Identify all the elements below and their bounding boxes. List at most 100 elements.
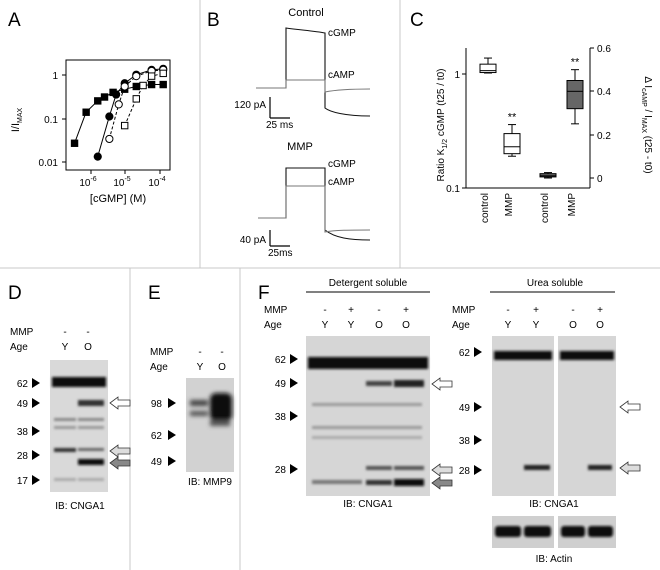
panel-e-label: E (148, 283, 161, 304)
panel-a-point-s1-7 (132, 82, 140, 91)
panel-d-age-2: O (84, 342, 92, 353)
panel-f-row-mmp: MMP (264, 305, 288, 316)
control-trace-cgmp (256, 27, 371, 117)
panel-e-age-2: O (218, 362, 226, 373)
panel-e-row-age: Age (150, 362, 168, 373)
panel-a-x-ticks: 10-6 10-5 10-4 (79, 170, 166, 189)
panel-a-point-s3-1 (105, 134, 114, 144)
panel-a-point-s4-5 (159, 69, 167, 78)
panel-a-ytick-3: 0.01 (39, 158, 59, 169)
panel-a-xlabel: [cGMP] (M) (90, 193, 146, 205)
panel-f-row-age-urea: Age (452, 320, 470, 331)
panel-a-xtick-1: 10 (79, 178, 91, 189)
panel-d: D MMP Age - - Y O 62 49 38 28 17 (8, 283, 131, 512)
panel-c: C Ratio K1/2 cGMP (t25 / t0) Δ IcAMP / I… (410, 10, 653, 223)
panel-a-xtick-2: 10 (113, 178, 125, 189)
panel-c-cat-mmp-right: MMP (567, 193, 578, 217)
panel-f-urea-bands (494, 351, 614, 470)
panel-a-point-s1-2 (82, 108, 90, 116)
panel-a-label: A (8, 10, 21, 31)
panel-a-xtick-3-exp: -4 (159, 176, 165, 183)
panel-a-point-s2-3 (112, 90, 121, 99)
panel-f-urea-headers: - + - + Y Y O O (505, 305, 604, 331)
panel-c-cat-control-left: control (480, 193, 491, 223)
panel-a-point-s1-4 (100, 93, 109, 101)
panel-f-det-marker-49: 49 (275, 379, 287, 390)
panel-e-marker-62: 62 (151, 431, 163, 442)
panel-c-right-tick-4: 0 (597, 174, 603, 185)
panel-a-point-s1-1 (70, 139, 79, 147)
svg-text:-: - (323, 305, 326, 316)
panel-a-plot (70, 64, 168, 161)
panel-a-xtick-3: 10 (148, 178, 160, 189)
svg-text:-: - (506, 305, 509, 316)
panel-e-marker-49: 49 (151, 457, 163, 468)
panel-f: F Detergent soluble Urea soluble MMP Age… (258, 278, 641, 565)
panel-f-det-arrow-gray (431, 476, 453, 490)
panel-f-urea-arrow-open (619, 400, 641, 414)
panel-c-cat-mmp-left: MMP (504, 193, 515, 217)
panel-d-marker-17: 17 (17, 476, 29, 487)
svg-text:O: O (402, 320, 410, 331)
panel-d-ib: IB: CNGA1 (55, 501, 105, 512)
panel-d-mmp-1: - (63, 327, 66, 338)
panel-e: E MMP Age - - Y O 98 62 49 IB: MMP9 (148, 283, 234, 488)
panel-a-point-s4-1 (120, 121, 129, 130)
svg-text:+: + (348, 305, 354, 316)
control-trace-camp (256, 79, 371, 93)
mmp-label-camp: cAMP (328, 177, 355, 188)
mmp-scale-time: 25ms (268, 248, 292, 259)
panel-c-box-right-mmp-sig: ** (571, 57, 580, 69)
panel-a-ylabel-main: I/I (10, 123, 22, 132)
panel-f-det-marker-38: 38 (275, 412, 287, 423)
panel-f-urea-ib: IB: CNGA1 (529, 499, 579, 510)
svg-text:10-4: 10-4 (148, 176, 165, 189)
svg-text:O: O (596, 320, 604, 331)
svg-text:I/IMAX: I/IMAX (10, 108, 24, 133)
panel-a-point-s2-2 (105, 112, 114, 121)
svg-text:10-6: 10-6 (79, 176, 96, 189)
panel-c-right-axis (532, 47, 594, 189)
panel-c-label: C (410, 10, 424, 31)
panel-c-box-right-mmp: ** (566, 57, 584, 125)
panel-a-point-s4-3 (139, 81, 147, 90)
panel-c-left-axis (462, 48, 532, 189)
panel-c-box-left-mmp-sig: ** (508, 112, 517, 124)
panel-e-mmp-1: - (198, 347, 201, 358)
panel-a-point-s1-3 (94, 97, 102, 105)
svg-text:Ratio K1/2 cGMP (t25 / t0): Ratio K1/2 cGMP (t25 / t0) (436, 69, 449, 182)
panel-f-det-headers: - + - + Y Y O O (322, 305, 410, 331)
mmp-trace-cgmp (258, 167, 371, 241)
panel-e-mmp-2: - (220, 347, 223, 358)
panel-d-bands (52, 377, 106, 481)
panel-a-y-ticks: 1 0.1 0.01 (39, 71, 66, 169)
panel-f-urea-arrow-lightgray (619, 461, 641, 475)
control-scale-current: 120 pA (234, 100, 266, 111)
panel-f-urea-title: Urea soluble (527, 278, 584, 289)
panel-f-det-ib: IB: CNGA1 (343, 499, 393, 510)
panel-e-marker-98: 98 (151, 399, 163, 410)
panel-c-box-left-control (479, 57, 497, 74)
panel-c-ylabel-left: Ratio K1/2 cGMP (t25 / t0) (436, 69, 449, 182)
mmp-label-cgmp: cGMP (328, 159, 356, 170)
panel-d-row-age: Age (10, 342, 28, 353)
panel-f-row-age: Age (264, 320, 282, 331)
panel-d-label: D (8, 283, 22, 304)
panel-d-age-1: Y (62, 342, 69, 353)
panel-e-marker-arrows (168, 398, 176, 466)
panel-a-xtick-2-exp: -5 (124, 176, 130, 183)
panel-f-actin-bands (495, 526, 613, 537)
control-label-camp: cAMP (328, 70, 355, 81)
svg-text:Y: Y (322, 320, 329, 331)
panel-d-marker-arrows (32, 378, 40, 485)
panel-f-label: F (258, 283, 270, 304)
panel-a-ylabel-sub: MAX (17, 108, 24, 124)
panel-f-det-title: Detergent soluble (329, 278, 408, 289)
panel-c-plot: ** ** (479, 57, 584, 179)
svg-text:Y: Y (505, 320, 512, 331)
panel-f-det-arrow-lightgray (431, 463, 453, 477)
panel-a-point-s3-3 (120, 82, 129, 91)
panel-a-ylabel: I/IMAX (10, 108, 24, 133)
panel-d-arrow-gray (109, 456, 131, 470)
